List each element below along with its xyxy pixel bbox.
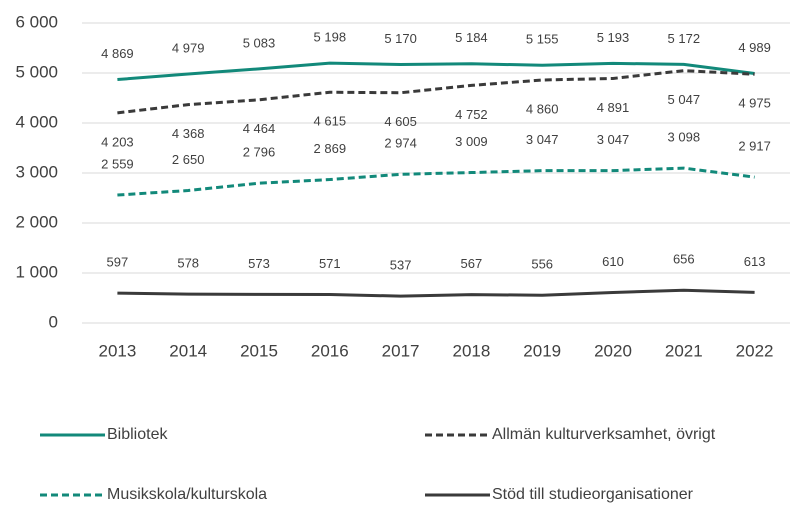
data-line bbox=[117, 61, 755, 82]
data-label: 4 203 bbox=[101, 134, 134, 149]
data-label: 4 752 bbox=[455, 107, 488, 122]
data-label: 3 009 bbox=[455, 134, 488, 149]
data-label: 656 bbox=[673, 252, 695, 267]
y-tick-label: 3 000 bbox=[15, 162, 58, 181]
data-label: 556 bbox=[531, 257, 553, 272]
data-label: 2 650 bbox=[172, 152, 205, 167]
y-tick-label: 6 000 bbox=[15, 12, 58, 31]
data-label: 4 891 bbox=[597, 100, 630, 115]
data-label: 537 bbox=[390, 258, 412, 273]
data-label: 5 193 bbox=[597, 30, 630, 45]
data-label: 3 098 bbox=[668, 130, 701, 145]
data-label: 4 869 bbox=[101, 46, 134, 61]
data-label: 4 989 bbox=[738, 40, 771, 55]
legend-label: Bibliotek bbox=[107, 426, 168, 443]
data-label: 4 605 bbox=[384, 114, 417, 129]
data-label: 3 047 bbox=[597, 132, 630, 147]
y-tick-label: 0 bbox=[49, 312, 58, 331]
legend-label: Stöd till studieorganisationer bbox=[492, 486, 694, 503]
data-label: 2 869 bbox=[314, 141, 347, 156]
x-tick-label: 2018 bbox=[452, 341, 490, 360]
x-tick-label: 2022 bbox=[736, 341, 774, 360]
data-label: 597 bbox=[107, 255, 129, 270]
data-line bbox=[117, 166, 755, 197]
data-line bbox=[117, 69, 755, 115]
data-label: 571 bbox=[319, 256, 341, 271]
x-tick-label: 2021 bbox=[665, 341, 703, 360]
legend-label: Allmän kulturverksamhet, övrigt bbox=[492, 426, 716, 443]
data-label: 5 172 bbox=[668, 31, 701, 46]
x-tick-label: 2017 bbox=[382, 341, 420, 360]
data-label: 5 083 bbox=[243, 35, 276, 50]
data-label: 5 047 bbox=[668, 92, 701, 107]
x-tick-label: 2020 bbox=[594, 341, 632, 360]
y-tick-label: 5 000 bbox=[15, 62, 58, 81]
data-label: 5 170 bbox=[384, 31, 417, 46]
data-label: 4 615 bbox=[314, 114, 347, 129]
legend-label: Musikskola/kulturskola bbox=[107, 486, 267, 503]
data-label: 5 184 bbox=[455, 30, 488, 45]
x-tick-label: 2015 bbox=[240, 341, 278, 360]
data-label: 578 bbox=[177, 256, 199, 271]
y-tick-label: 2 000 bbox=[15, 212, 58, 231]
data-label: 2 796 bbox=[243, 145, 276, 160]
x-tick-label: 2014 bbox=[169, 341, 207, 360]
x-tick-label: 2013 bbox=[98, 341, 136, 360]
data-line bbox=[117, 288, 755, 298]
data-label: 610 bbox=[602, 254, 624, 269]
data-label: 2 974 bbox=[384, 136, 417, 151]
data-label: 567 bbox=[461, 256, 483, 271]
y-tick-label: 1 000 bbox=[15, 262, 58, 281]
data-label: 2 559 bbox=[101, 156, 134, 171]
y-tick-label: 4 000 bbox=[15, 112, 58, 131]
data-label: 613 bbox=[744, 254, 766, 269]
data-label: 2 917 bbox=[738, 139, 771, 154]
data-label: 4 860 bbox=[526, 101, 559, 116]
data-label: 4 975 bbox=[738, 96, 771, 111]
data-label: 5 155 bbox=[526, 32, 559, 47]
data-label: 4 464 bbox=[243, 121, 276, 136]
x-tick-label: 2016 bbox=[311, 341, 349, 360]
data-label: 5 198 bbox=[314, 30, 347, 45]
data-label: 4 979 bbox=[172, 40, 205, 55]
data-label: 3 047 bbox=[526, 132, 559, 147]
data-label: 4 368 bbox=[172, 126, 205, 141]
x-tick-label: 2019 bbox=[523, 341, 561, 360]
data-label: 573 bbox=[248, 256, 270, 271]
